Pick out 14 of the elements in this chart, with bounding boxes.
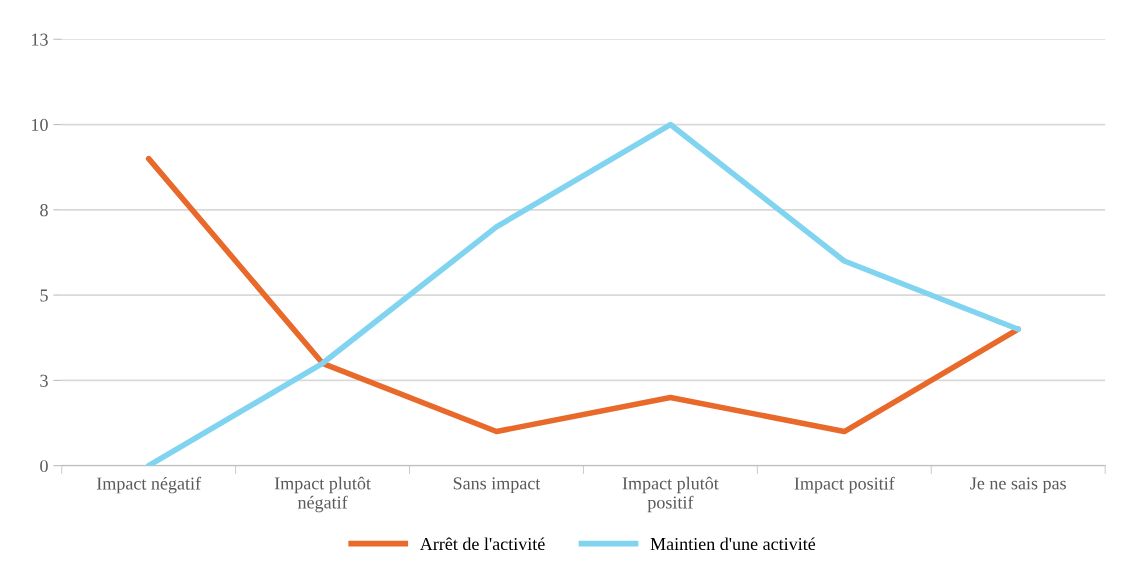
y-tick-label: 5 (40, 289, 48, 302)
y-tick-label: 3 (40, 374, 48, 387)
legend-label: Maintien d'une activité (650, 537, 816, 551)
y-tick-label: 0 (40, 459, 48, 473)
x-tick-label: Sans impact (453, 477, 541, 494)
y-tick-label: 10 (32, 118, 48, 131)
y-tick-label: 13 (32, 33, 48, 46)
x-tick-label: Impact plutôt négatif (274, 476, 371, 513)
legend-label: Arrêt de l'activité (419, 537, 545, 551)
x-tick-label: Impact plutôt positif (622, 476, 719, 513)
x-tick-label: Impact négatif (96, 476, 202, 494)
x-tick-label: Je ne sais pas (970, 477, 1066, 494)
y-tick-label: 8 (40, 204, 48, 217)
x-tick-label: Impact positif (794, 476, 895, 494)
